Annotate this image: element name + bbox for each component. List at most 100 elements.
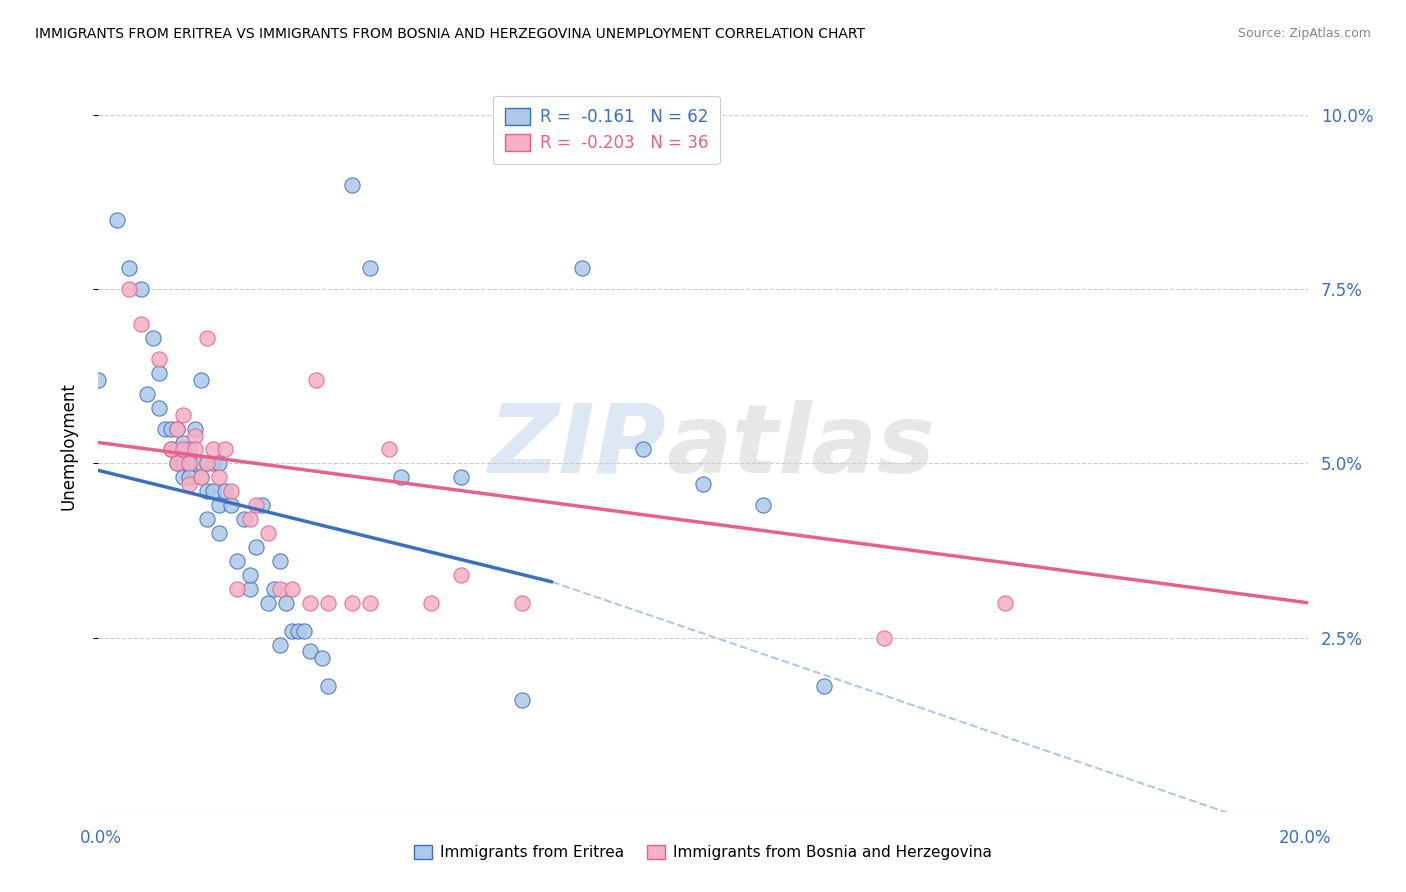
Point	[172, 435, 194, 450]
Point	[269, 554, 291, 568]
Point	[148, 401, 170, 415]
Point	[202, 442, 225, 457]
Point	[105, 212, 128, 227]
Point	[873, 631, 896, 645]
Point	[420, 596, 443, 610]
Point	[195, 331, 218, 345]
Text: atlas: atlas	[666, 400, 936, 492]
Point	[172, 470, 194, 484]
Point	[166, 457, 188, 471]
Point	[179, 457, 201, 471]
Point	[190, 470, 212, 484]
Point	[221, 484, 243, 499]
Point	[245, 498, 267, 512]
Point	[256, 596, 278, 610]
Point	[208, 526, 231, 541]
Point	[342, 596, 364, 610]
Point	[208, 457, 231, 471]
Point	[184, 421, 207, 435]
Point	[118, 261, 141, 276]
Text: IMMIGRANTS FROM ERITREA VS IMMIGRANTS FROM BOSNIA AND HERZEGOVINA UNEMPLOYMENT C: IMMIGRANTS FROM ERITREA VS IMMIGRANTS FR…	[35, 27, 865, 41]
Point	[190, 470, 212, 484]
Point	[287, 624, 309, 638]
Point	[450, 470, 472, 484]
Point	[274, 596, 297, 610]
Point	[179, 477, 201, 491]
Point	[316, 679, 339, 693]
Point	[148, 366, 170, 380]
Point	[269, 582, 291, 596]
Point	[299, 644, 322, 658]
Point	[208, 470, 231, 484]
Point	[129, 317, 152, 331]
Point	[87, 373, 110, 387]
Point	[292, 624, 315, 638]
Point	[202, 457, 225, 471]
Point	[389, 470, 412, 484]
Point	[190, 373, 212, 387]
Point	[239, 512, 262, 526]
Point	[752, 498, 775, 512]
Point	[179, 470, 201, 484]
Point	[692, 477, 714, 491]
Point	[269, 638, 291, 652]
Point	[153, 421, 176, 435]
Text: 20.0%: 20.0%	[1278, 829, 1331, 847]
Point	[256, 526, 278, 541]
Point	[184, 442, 207, 457]
Point	[160, 442, 183, 457]
Point	[232, 512, 254, 526]
Point	[316, 596, 339, 610]
Legend: Immigrants from Eritrea, Immigrants from Bosnia and Herzegovina: Immigrants from Eritrea, Immigrants from…	[408, 839, 998, 866]
Point	[994, 596, 1017, 610]
Point	[571, 261, 593, 276]
Point	[179, 457, 201, 471]
Point	[250, 498, 273, 512]
Point	[172, 408, 194, 422]
Text: Source: ZipAtlas.com: Source: ZipAtlas.com	[1237, 27, 1371, 40]
Point	[166, 421, 188, 435]
Text: 0.0%: 0.0%	[80, 829, 122, 847]
Point	[195, 457, 218, 471]
Point	[226, 554, 249, 568]
Point	[129, 282, 152, 296]
Point	[202, 484, 225, 499]
Point	[239, 582, 262, 596]
Point	[245, 540, 267, 554]
Point	[166, 421, 188, 435]
Point	[221, 498, 243, 512]
Point	[135, 386, 157, 401]
Point	[208, 498, 231, 512]
Point	[166, 457, 188, 471]
Point	[239, 567, 262, 582]
Point	[510, 596, 533, 610]
Point	[281, 582, 304, 596]
Point	[184, 457, 207, 471]
Point	[172, 442, 194, 457]
Point	[311, 651, 333, 665]
Point	[377, 442, 399, 457]
Point	[281, 624, 304, 638]
Point	[305, 373, 328, 387]
Point	[342, 178, 364, 192]
Point	[172, 457, 194, 471]
Point	[166, 442, 188, 457]
Point	[142, 331, 165, 345]
Point	[195, 457, 218, 471]
Point	[118, 282, 141, 296]
Point	[299, 596, 322, 610]
Point	[214, 484, 236, 499]
Point	[195, 512, 218, 526]
Point	[195, 484, 218, 499]
Point	[263, 582, 285, 596]
Point	[214, 442, 236, 457]
Point	[160, 442, 183, 457]
Y-axis label: Unemployment: Unemployment	[59, 382, 77, 510]
Point	[360, 596, 382, 610]
Point	[190, 457, 212, 471]
Point	[360, 261, 382, 276]
Point	[226, 582, 249, 596]
Point	[179, 442, 201, 457]
Point	[631, 442, 654, 457]
Point	[184, 428, 207, 442]
